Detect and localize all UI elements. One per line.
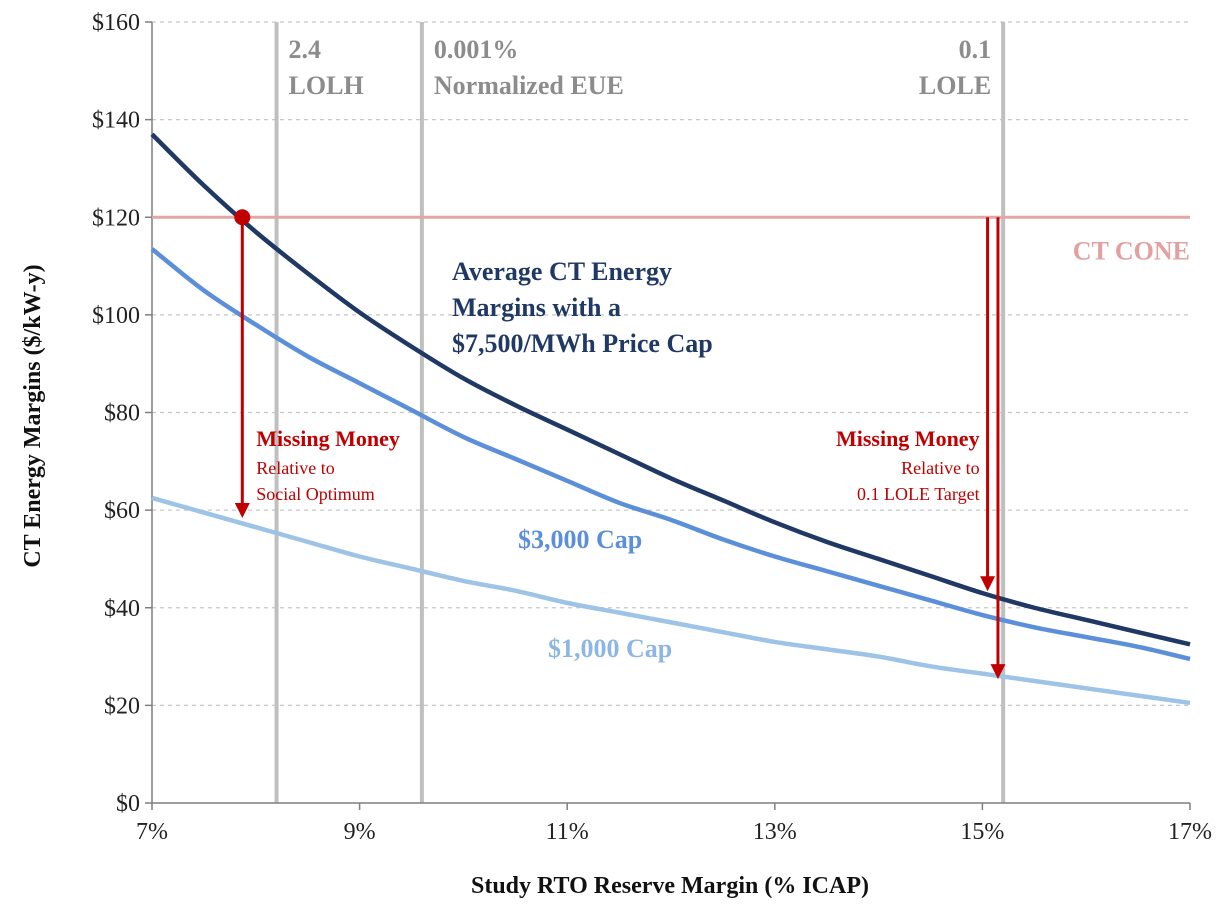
series-label: $1,000 Cap <box>548 634 672 663</box>
reference-line-label: LOLH <box>289 71 364 100</box>
annotation-title: Missing Money <box>256 426 400 451</box>
y-tick-label: $140 <box>92 108 140 134</box>
series-3000-cap-line <box>150 247 1191 662</box>
reference-line-label: LOLE <box>919 71 991 100</box>
x-tick-label: 17% <box>1168 819 1212 845</box>
optimum-marker-dot <box>234 209 251 226</box>
y-tick-label: $120 <box>92 205 140 231</box>
tick-labels: $0 $20 $40 $60 $80 $100 $120 $140 $160 7% 9% 11% 13%… <box>92 10 1212 845</box>
y-tick-label: $100 <box>92 303 140 329</box>
annotation-subtitle: Relative to <box>256 458 334 478</box>
series-label: Margins with a <box>452 293 621 322</box>
annotation-subtitle: Social Optimum <box>256 484 375 504</box>
cone-label: CT CONE <box>1073 236 1190 265</box>
x-tick-label: 11% <box>546 819 589 845</box>
x-tick-label: 13% <box>753 819 797 845</box>
x-tick-label: 9% <box>344 819 376 845</box>
reference-line-label: Normalized EUE <box>434 71 624 100</box>
gridlines <box>152 21 1190 706</box>
series-7500-cap-line <box>150 132 1191 647</box>
annotation-title: Missing Money <box>836 426 980 451</box>
x-tick-label: 7% <box>136 819 168 845</box>
x-tick-label: 15% <box>960 819 1004 845</box>
reference-line-label: 2.4 <box>289 35 322 64</box>
annotations: Missing Money Relative to Social Optimum Mi… <box>234 209 1006 680</box>
axes <box>145 21 1191 810</box>
y-tick-label: $20 <box>104 693 140 719</box>
series-1000-cap-line <box>151 495 1191 706</box>
y-tick-label: $160 <box>92 10 140 36</box>
series-label: $7,500/MWh Price Cap <box>452 329 713 358</box>
y-tick-label: $0 <box>116 791 140 817</box>
annotation-subtitle: 0.1 LOLE Target <box>857 484 980 504</box>
series-lines: Average CT Energy Margins with a $7,500/MW… <box>150 132 1191 706</box>
y-tick-label: $80 <box>104 401 140 427</box>
annotation-subtitle: Relative to <box>901 458 979 478</box>
cone-line-group: CT CONE <box>152 215 1190 265</box>
series-label: Average CT Energy <box>452 257 672 286</box>
reference-line-label: 0.1 <box>959 35 992 64</box>
reference-line-label: 0.001% <box>434 35 519 64</box>
y-axis-title: CT Energy Margins ($/kW-y) <box>20 264 46 567</box>
x-axis-title: Study RTO Reserve Margin (% ICAP) <box>471 873 869 899</box>
y-tick-label: $60 <box>104 498 140 524</box>
series-label: $3,000 Cap <box>518 525 642 554</box>
y-tick-label: $40 <box>104 596 140 622</box>
